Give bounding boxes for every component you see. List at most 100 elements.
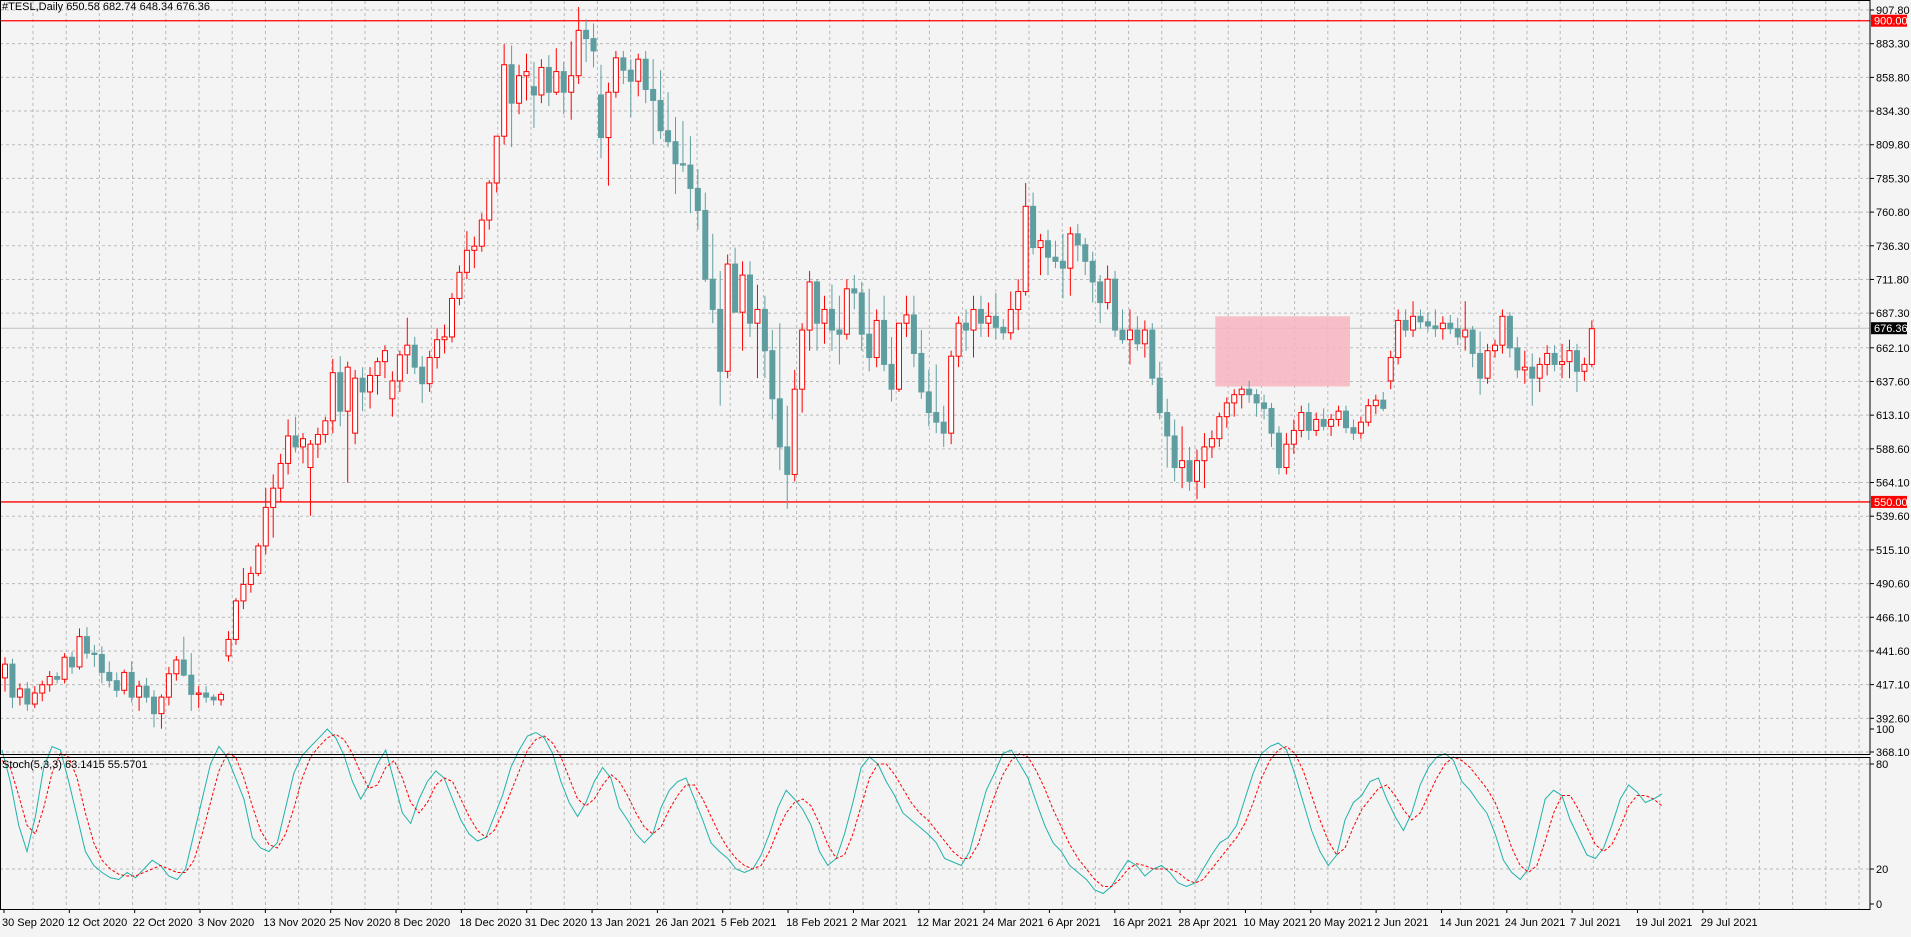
candle-body xyxy=(300,438,306,448)
candle xyxy=(620,50,627,84)
candle-body xyxy=(1201,446,1208,462)
candle-body xyxy=(1573,350,1580,372)
candle-body xyxy=(687,164,694,189)
candle xyxy=(180,636,187,677)
candle xyxy=(836,295,843,365)
candle xyxy=(598,64,604,159)
candle-body xyxy=(590,38,597,52)
x-tick-label: 2 Mar 2021 xyxy=(851,917,907,929)
x-tick-label: 8 Dec 2020 xyxy=(394,917,450,929)
candle xyxy=(1134,316,1141,351)
candle xyxy=(1045,229,1051,276)
candle xyxy=(9,658,16,709)
candle xyxy=(1156,361,1163,420)
candle-body xyxy=(977,308,984,324)
y-tick-label: 785.30 xyxy=(1876,173,1910,185)
candle-body xyxy=(322,420,329,436)
candle xyxy=(925,369,932,427)
candle-body xyxy=(963,322,970,331)
x-tick-label: 14 Jun 2021 xyxy=(1439,917,1500,929)
candle-body xyxy=(784,446,791,475)
candle xyxy=(411,336,418,375)
candle xyxy=(255,543,262,577)
candle xyxy=(195,686,202,709)
candle-body xyxy=(180,659,187,676)
candle xyxy=(1536,357,1543,392)
stoch-panel-border xyxy=(0,757,1871,910)
candle xyxy=(1417,309,1424,329)
candles xyxy=(2,6,1595,729)
x-tick-label: 3 Nov 2020 xyxy=(198,917,254,929)
candle xyxy=(1506,312,1513,358)
x-tick-label: 5 Feb 2021 xyxy=(721,917,777,929)
candle-body xyxy=(1492,344,1498,352)
candle-body xyxy=(635,58,642,82)
candle-body xyxy=(1290,429,1297,445)
candle xyxy=(1171,419,1178,482)
candle-body xyxy=(545,66,552,93)
candle xyxy=(1149,323,1156,386)
candle-body xyxy=(530,86,537,96)
candle xyxy=(188,653,195,711)
candle xyxy=(1231,389,1238,417)
candle xyxy=(538,59,545,104)
candle-body xyxy=(1484,350,1491,379)
candle xyxy=(121,669,128,695)
candle-body xyxy=(1439,322,1446,330)
stoch-y-tick-label: 100 xyxy=(1876,724,1894,736)
candle xyxy=(940,405,947,447)
candle-body xyxy=(188,674,195,695)
candle xyxy=(1119,309,1126,344)
candle xyxy=(1521,350,1528,384)
candle xyxy=(389,371,396,417)
candle-body xyxy=(836,329,843,335)
candle-body xyxy=(471,245,478,251)
candle xyxy=(136,680,143,711)
candle xyxy=(1313,412,1320,436)
candle-body xyxy=(1559,361,1566,365)
x-tick-label: 18 Dec 2020 xyxy=(459,917,521,929)
candle xyxy=(1477,331,1484,395)
candle-body xyxy=(642,58,649,90)
candle xyxy=(709,233,716,324)
candle xyxy=(434,328,441,369)
x-tick-label: 24 Jun 2021 xyxy=(1505,917,1566,929)
candle-body xyxy=(1298,412,1305,431)
candle-body xyxy=(843,288,850,335)
candle-body xyxy=(1052,256,1059,262)
candle-body xyxy=(381,350,388,363)
candle xyxy=(1499,309,1506,354)
candle xyxy=(165,666,172,706)
candle xyxy=(1380,391,1387,412)
candle xyxy=(270,474,277,538)
candle-body xyxy=(933,412,940,423)
candle xyxy=(456,265,463,306)
candle xyxy=(784,405,791,509)
candle xyxy=(1439,316,1446,340)
y-tick-label: 858.80 xyxy=(1876,72,1910,84)
candle-body xyxy=(1231,394,1238,404)
candle xyxy=(1343,405,1349,434)
candle-body xyxy=(307,443,314,469)
candle xyxy=(1007,291,1014,340)
candle-body xyxy=(1268,407,1275,434)
candle-body xyxy=(98,654,105,673)
candle xyxy=(679,121,686,172)
candle-body xyxy=(903,314,910,324)
candle xyxy=(1089,251,1096,303)
candle-body xyxy=(225,638,232,657)
candle xyxy=(523,53,530,101)
candle-body xyxy=(463,249,470,273)
candle xyxy=(508,45,515,148)
candle xyxy=(1305,402,1312,441)
candle xyxy=(61,653,68,684)
candle-body xyxy=(1469,329,1476,354)
candle-body xyxy=(1208,438,1215,448)
candle xyxy=(203,686,210,703)
candle xyxy=(657,70,664,139)
candle xyxy=(1365,398,1372,427)
candle-body xyxy=(858,292,865,335)
candle xyxy=(1588,320,1595,368)
candle-body xyxy=(1521,366,1528,371)
candle xyxy=(977,295,984,337)
